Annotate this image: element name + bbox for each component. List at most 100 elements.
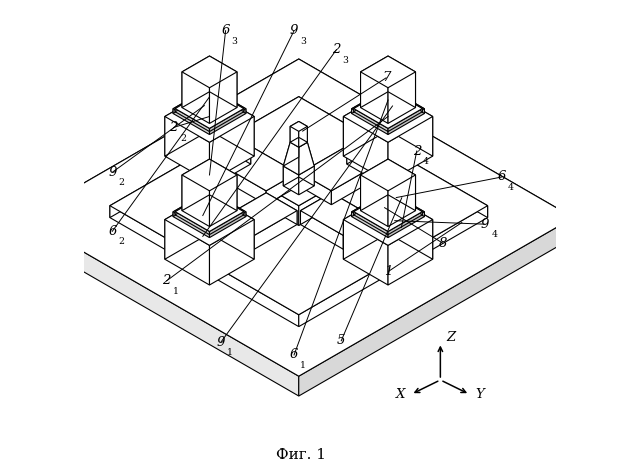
Polygon shape	[223, 193, 266, 231]
Text: 4: 4	[492, 230, 497, 239]
Polygon shape	[227, 237, 251, 261]
Text: 5: 5	[337, 334, 346, 347]
Polygon shape	[266, 193, 297, 225]
Text: 2: 2	[163, 274, 171, 287]
Polygon shape	[209, 91, 254, 156]
Polygon shape	[227, 140, 251, 164]
Polygon shape	[344, 219, 388, 285]
Polygon shape	[299, 218, 573, 396]
Polygon shape	[388, 109, 422, 132]
Polygon shape	[351, 191, 424, 233]
Polygon shape	[299, 121, 307, 142]
Polygon shape	[165, 117, 209, 182]
Polygon shape	[299, 137, 314, 166]
Polygon shape	[299, 142, 314, 175]
Text: 3: 3	[232, 37, 237, 46]
Polygon shape	[388, 194, 433, 259]
Polygon shape	[299, 166, 314, 195]
Polygon shape	[173, 88, 246, 130]
Polygon shape	[300, 193, 332, 225]
Polygon shape	[182, 175, 209, 227]
Polygon shape	[290, 137, 307, 147]
Polygon shape	[182, 56, 209, 108]
Polygon shape	[223, 148, 254, 180]
Polygon shape	[182, 56, 237, 88]
Polygon shape	[284, 157, 314, 175]
Polygon shape	[299, 157, 314, 186]
Polygon shape	[110, 97, 488, 315]
Polygon shape	[354, 192, 388, 215]
Polygon shape	[24, 218, 299, 396]
Polygon shape	[344, 117, 388, 182]
Polygon shape	[175, 89, 209, 112]
Polygon shape	[344, 148, 374, 180]
Polygon shape	[209, 211, 244, 235]
Polygon shape	[290, 126, 299, 147]
Text: 2: 2	[118, 178, 124, 187]
Polygon shape	[203, 140, 227, 164]
Polygon shape	[209, 212, 246, 237]
Polygon shape	[388, 72, 415, 123]
Text: Z: Z	[446, 331, 455, 344]
Polygon shape	[344, 91, 433, 142]
Text: 2: 2	[170, 121, 178, 134]
Polygon shape	[223, 166, 266, 205]
Polygon shape	[254, 211, 297, 249]
Polygon shape	[351, 88, 388, 113]
Text: 9: 9	[108, 166, 116, 179]
Polygon shape	[175, 211, 209, 235]
Polygon shape	[300, 173, 332, 205]
Polygon shape	[175, 89, 244, 128]
Polygon shape	[110, 206, 299, 327]
Text: 9: 9	[217, 336, 225, 349]
Polygon shape	[209, 159, 237, 211]
Polygon shape	[24, 59, 573, 376]
Polygon shape	[209, 175, 237, 227]
Polygon shape	[347, 224, 371, 247]
Polygon shape	[351, 212, 388, 237]
Polygon shape	[165, 194, 254, 245]
Polygon shape	[209, 109, 246, 135]
Polygon shape	[173, 109, 209, 135]
Text: 1: 1	[173, 287, 179, 296]
Polygon shape	[332, 193, 374, 231]
Polygon shape	[264, 166, 299, 206]
Text: 2: 2	[413, 144, 421, 158]
Polygon shape	[175, 109, 209, 132]
Polygon shape	[173, 212, 209, 237]
Polygon shape	[173, 191, 209, 217]
Polygon shape	[300, 148, 344, 187]
Polygon shape	[300, 193, 374, 236]
Polygon shape	[264, 186, 299, 226]
Polygon shape	[203, 140, 251, 168]
Polygon shape	[388, 89, 422, 112]
Polygon shape	[203, 224, 227, 247]
Polygon shape	[371, 224, 395, 247]
Text: 6: 6	[221, 24, 230, 37]
Polygon shape	[360, 159, 415, 191]
Polygon shape	[360, 175, 388, 227]
Polygon shape	[354, 109, 388, 132]
Polygon shape	[344, 91, 388, 156]
Polygon shape	[173, 191, 246, 233]
Polygon shape	[300, 148, 374, 191]
Polygon shape	[203, 154, 227, 178]
Polygon shape	[354, 192, 422, 231]
Polygon shape	[388, 88, 424, 113]
Polygon shape	[299, 59, 573, 237]
Polygon shape	[388, 219, 433, 285]
Polygon shape	[332, 166, 374, 205]
Polygon shape	[284, 142, 299, 175]
Polygon shape	[388, 91, 433, 156]
Polygon shape	[360, 72, 388, 123]
Polygon shape	[203, 237, 227, 261]
Polygon shape	[354, 89, 422, 128]
Text: 3: 3	[342, 56, 349, 65]
Text: 7: 7	[382, 71, 390, 84]
Polygon shape	[209, 89, 244, 112]
Polygon shape	[388, 192, 422, 215]
Polygon shape	[388, 175, 415, 227]
Text: 1: 1	[227, 348, 233, 357]
Polygon shape	[299, 186, 333, 226]
Polygon shape	[254, 148, 297, 187]
